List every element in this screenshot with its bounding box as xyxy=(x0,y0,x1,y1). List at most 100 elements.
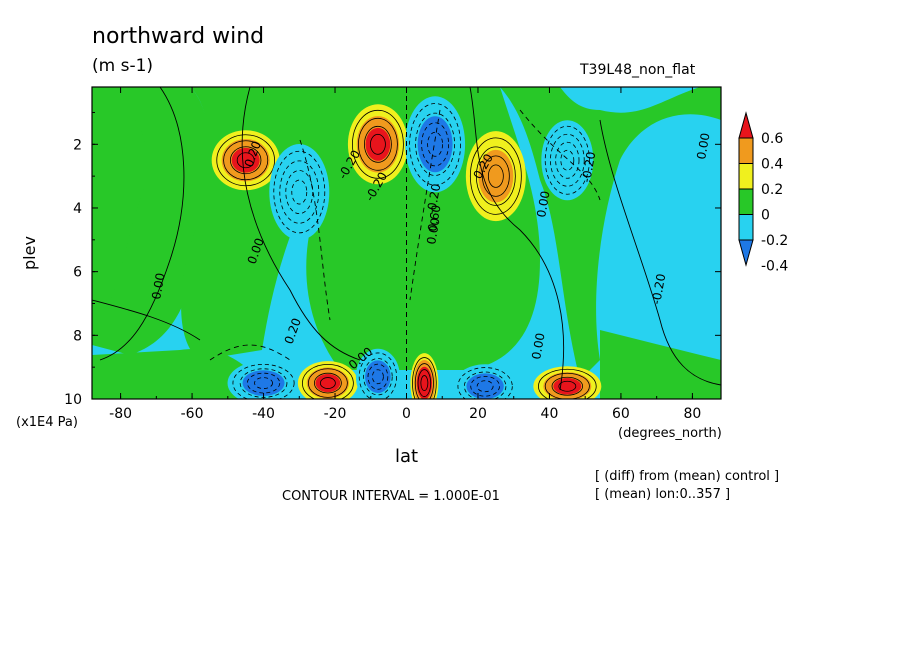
feature-10-contour-3 xyxy=(457,367,513,399)
feature-7-contour-2 xyxy=(307,368,348,398)
x-axis-units: (degrees_north) xyxy=(618,426,722,441)
x-tick-label-7: 60 xyxy=(612,406,630,422)
feature-0-contour-2 xyxy=(223,140,269,181)
x-tick-label-6: 40 xyxy=(541,406,559,422)
feature-4-contour-1 xyxy=(481,155,510,197)
feature-8-contour-0 xyxy=(372,369,384,385)
contour-line-2 xyxy=(469,87,565,391)
x-tick-label-5: 20 xyxy=(469,406,487,422)
diff-note: [ (diff) from (mean) control ] xyxy=(595,469,780,484)
feature-5-contour-3 xyxy=(544,125,590,195)
colorbar-label-0: 0.6 xyxy=(761,131,783,147)
contour-interval: CONTOUR INTERVAL = 1.000E-01 xyxy=(282,489,500,504)
feature-11-level-2 xyxy=(553,378,582,395)
feature-3-contour-3 xyxy=(409,103,461,186)
colorbar-swatch-4 xyxy=(738,214,754,241)
feature-1-contour-3 xyxy=(273,150,326,234)
green-band-1 xyxy=(92,120,147,330)
feature-7-level-2 xyxy=(315,374,341,393)
feature-0-contour-0 xyxy=(236,152,255,169)
feature-2-contour-3 xyxy=(352,109,404,179)
feature-4-contour-3 xyxy=(469,137,522,215)
feature-1-contour-1 xyxy=(285,170,314,215)
green-band-5 xyxy=(92,349,260,399)
feature-7-contour-1 xyxy=(313,372,342,394)
feature-10-contour-0 xyxy=(476,380,494,393)
contour-label-9: -0.20 xyxy=(579,150,598,183)
x-tick-label-2: -40 xyxy=(252,406,275,422)
feature-6-level-1 xyxy=(242,370,285,396)
colorbar-top-arrow xyxy=(738,111,754,139)
feature-8-level-1 xyxy=(365,360,391,394)
x-tick-label-0: -80 xyxy=(109,406,132,422)
contour-fill-group: 0.000.20 -0.20-0.200.00-0.200.60 0.000.20-… xyxy=(92,87,721,399)
contour-line-4 xyxy=(92,299,201,341)
contour-label-12: 0.00 xyxy=(529,332,547,361)
feature-0-contour-1 xyxy=(229,146,262,175)
contour-line-0 xyxy=(99,87,185,361)
feature-3-level-1 xyxy=(417,116,453,173)
feature-7-contour-3 xyxy=(301,363,354,399)
feature-8-contour-2 xyxy=(363,358,393,396)
feature-10-level-1 xyxy=(466,373,504,399)
colorbar-label-4: -0.2 xyxy=(761,233,788,249)
feature-9-contour-2 xyxy=(414,363,434,399)
feature-4-contour-2 xyxy=(475,146,516,206)
colorbar-swatch-1 xyxy=(738,137,754,164)
feature-5-contour-1 xyxy=(555,141,580,179)
feature-5-contour-0 xyxy=(560,149,575,171)
y-tick-label-3: 8 xyxy=(73,328,82,344)
feature-3-contour-1 xyxy=(421,122,449,167)
feature-4-contour-0 xyxy=(487,164,504,188)
feature-6-contour-0 xyxy=(254,377,273,389)
dashed-contour-line-0 xyxy=(299,139,331,321)
feature-0-level-2 xyxy=(231,147,260,173)
feature-11-contour-1 xyxy=(551,376,584,396)
x-tick-label-4: 0 xyxy=(402,406,411,422)
green-band-6 xyxy=(600,330,721,399)
feature-2-contour-1 xyxy=(364,125,392,163)
contour-label-7: 0.00 xyxy=(534,190,552,219)
y-tick-label-4: 10 xyxy=(64,392,82,408)
feature-1-contour-2 xyxy=(279,160,320,224)
x-axis-label: lat xyxy=(395,446,419,467)
feature-4-level-1 xyxy=(478,149,514,203)
colorbar-swatch-2 xyxy=(738,163,754,190)
feature-3-contour-0 xyxy=(427,131,443,157)
colorbar-swatch-3 xyxy=(738,188,754,215)
dashed-contour-line-1 xyxy=(409,109,441,301)
contour-label-11: -0.20 xyxy=(649,272,668,305)
feature-3-contour-2 xyxy=(415,112,455,176)
feature-9-contour-0 xyxy=(420,375,429,391)
contour-label-0: 0.00 xyxy=(149,272,167,301)
colorbar-label-1: 0.4 xyxy=(761,157,783,173)
y-axis-scale-label: (x1E4 Pa) xyxy=(16,415,78,430)
contour-label-14: 0.00 xyxy=(424,217,442,246)
contour-label-5: -0.20 xyxy=(424,182,443,215)
colorbar-label-2: 0.2 xyxy=(761,182,783,198)
feature-6-contour-3 xyxy=(232,363,295,399)
colorbar-bottom-arrow xyxy=(738,239,754,267)
feature-10-contour-1 xyxy=(470,375,500,397)
feature-2-contour-0 xyxy=(370,133,386,155)
y-tick-label-0: 2 xyxy=(73,137,82,153)
dataset-label: T39L48_non_flat xyxy=(580,62,696,78)
mean-note: [ (mean) lon:0..357 ] xyxy=(595,487,731,502)
feature-8-contour-1 xyxy=(367,363,389,390)
dashed-contour-line-3 xyxy=(209,344,291,361)
feature-9-level-3 xyxy=(419,373,429,393)
chart-title: northward wind xyxy=(92,24,265,49)
colorbar-label-3: 0 xyxy=(761,208,770,224)
feature-11-contour-2 xyxy=(544,372,590,399)
dashed-contour-line-2 xyxy=(519,109,601,201)
contour-label-10: 0.00 xyxy=(694,132,712,161)
feature-5-level-0 xyxy=(541,120,594,201)
y-tick-label-2: 6 xyxy=(73,265,82,281)
y-tick-label-1: 4 xyxy=(73,201,82,217)
feature-2-contour-2 xyxy=(358,117,398,171)
feature-11-contour-0 xyxy=(558,380,577,392)
x-tick-label-8: 80 xyxy=(683,406,701,422)
feature-11-contour-3 xyxy=(538,368,597,399)
contour-label-6: 0.60 xyxy=(425,204,443,233)
x-tick-label-1: -60 xyxy=(181,406,204,422)
